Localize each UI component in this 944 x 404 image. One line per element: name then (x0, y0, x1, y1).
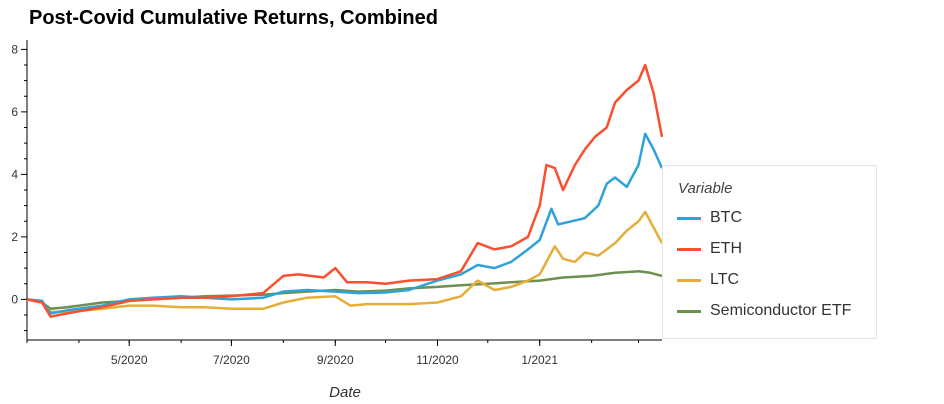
legend-label-semiconductor-etf: Semiconductor ETF (710, 302, 852, 319)
series-line-ltc (26, 210, 664, 314)
legend-swatch-eth (677, 247, 701, 251)
legend-item-ltc[interactable]: LTC (677, 270, 739, 290)
chart-title: Post-Covid Cumulative Returns, Combined (29, 7, 438, 29)
x-axis-title: Date (329, 384, 361, 401)
legend-title: Variable (678, 180, 733, 197)
x-tick-label: 5/2020 (111, 353, 148, 367)
legend-swatch-ltc (677, 278, 701, 282)
series-line-eth (26, 63, 664, 318)
y-tick-label: 4 (11, 167, 18, 181)
y-tick-label: 0 (11, 292, 18, 306)
legend-swatch-semiconductor-etf (677, 309, 701, 313)
series-layer (26, 63, 664, 318)
x-tick-label: 11/2020 (416, 353, 459, 367)
y-tick-label: 2 (11, 230, 18, 244)
y-tick-label: 6 (11, 105, 18, 119)
x-tick-label: 9/2020 (317, 353, 354, 367)
legend-item-eth[interactable]: ETH (677, 239, 742, 259)
legend-item-semiconductor-etf[interactable]: Semiconductor ETF (677, 301, 851, 321)
legend-item-btc[interactable]: BTC (677, 208, 742, 228)
legend: Variable BTC ETH LTC Semiconductor ETF (662, 165, 877, 339)
legend-swatch-btc (677, 216, 701, 220)
x-tick-label: 1/2021 (521, 353, 558, 367)
legend-label-eth: ETH (710, 240, 742, 257)
axes: 0 2 4 6 8 5/2020 7/2020 9/2020 11/2020 1/2021 (11, 40, 662, 367)
y-tick-label: 8 (11, 42, 18, 56)
legend-label-ltc: LTC (710, 271, 740, 288)
x-tick-label: 7/2020 (213, 353, 250, 367)
series-line-btc (26, 132, 664, 315)
legend-label-btc: BTC (710, 209, 742, 226)
